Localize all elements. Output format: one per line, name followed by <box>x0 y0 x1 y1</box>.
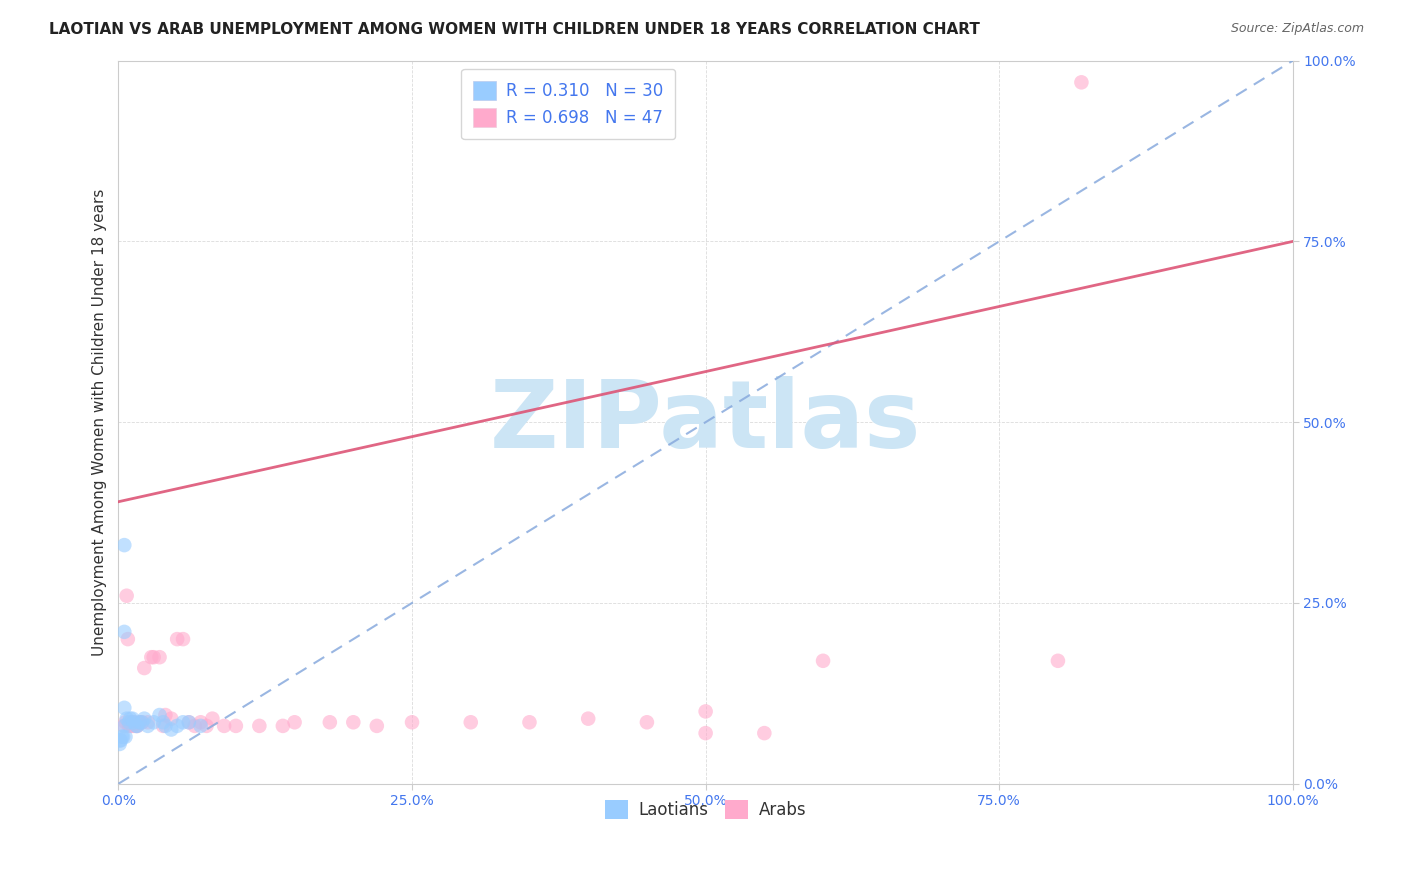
Legend: Laotians, Arabs: Laotians, Arabs <box>599 794 813 826</box>
Point <box>114 730 136 744</box>
Point <box>125 719 148 733</box>
Point <box>118 715 141 730</box>
Point <box>754 726 776 740</box>
Point <box>284 715 307 730</box>
Point <box>695 705 717 719</box>
Point <box>811 654 834 668</box>
Point <box>128 715 150 730</box>
Point <box>112 719 135 733</box>
Point <box>131 715 153 730</box>
Point <box>152 719 174 733</box>
Point <box>112 701 135 715</box>
Point <box>160 723 183 737</box>
Point <box>152 715 174 730</box>
Point <box>112 719 135 733</box>
Point <box>155 708 177 723</box>
Point <box>136 715 159 730</box>
Point <box>576 712 599 726</box>
Point <box>172 632 194 646</box>
Point <box>190 719 212 733</box>
Point <box>247 719 270 733</box>
Point <box>142 650 165 665</box>
Point <box>121 712 143 726</box>
Point <box>120 712 142 726</box>
Point <box>118 719 141 733</box>
Point <box>122 715 145 730</box>
Point <box>127 719 149 733</box>
Point <box>225 719 247 733</box>
Point <box>519 715 541 730</box>
Point <box>636 715 658 730</box>
Text: Source: ZipAtlas.com: Source: ZipAtlas.com <box>1230 22 1364 36</box>
Point <box>108 733 131 747</box>
Point <box>148 650 170 665</box>
Point <box>319 715 342 730</box>
Point <box>108 737 131 751</box>
Point <box>141 650 163 665</box>
Point <box>112 538 135 552</box>
Point <box>695 726 717 740</box>
Point <box>134 661 156 675</box>
Point <box>160 712 183 726</box>
Point <box>184 719 207 733</box>
Point <box>177 715 200 730</box>
Point <box>155 719 177 733</box>
Point <box>201 712 224 726</box>
Point <box>117 632 139 646</box>
Y-axis label: Unemployment Among Women with Children Under 18 years: Unemployment Among Women with Children U… <box>93 188 107 656</box>
Point <box>114 715 136 730</box>
Point <box>127 719 149 733</box>
Point <box>121 719 143 733</box>
Point <box>112 624 135 639</box>
Point <box>112 730 135 744</box>
Point <box>1070 75 1092 89</box>
Point <box>177 715 200 730</box>
Point <box>128 715 150 730</box>
Text: ZIPatlas: ZIPatlas <box>489 376 921 468</box>
Point <box>134 712 156 726</box>
Point <box>166 632 188 646</box>
Point <box>460 715 482 730</box>
Point <box>190 715 212 730</box>
Point <box>115 712 138 726</box>
Point <box>111 730 134 744</box>
Point <box>401 715 423 730</box>
Point <box>1046 654 1069 668</box>
Point <box>271 719 294 733</box>
Point <box>131 715 153 730</box>
Point <box>172 715 194 730</box>
Point <box>342 715 364 730</box>
Point <box>115 589 138 603</box>
Point <box>166 719 188 733</box>
Point <box>195 719 218 733</box>
Point <box>120 719 142 733</box>
Point <box>110 733 132 747</box>
Point <box>366 719 388 733</box>
Point <box>142 715 165 730</box>
Point <box>148 708 170 723</box>
Point <box>212 719 235 733</box>
Point <box>136 719 159 733</box>
Point <box>122 715 145 730</box>
Text: LAOTIAN VS ARAB UNEMPLOYMENT AMONG WOMEN WITH CHILDREN UNDER 18 YEARS CORRELATIO: LAOTIAN VS ARAB UNEMPLOYMENT AMONG WOMEN… <box>49 22 980 37</box>
Point <box>125 719 148 733</box>
Point <box>120 715 142 730</box>
